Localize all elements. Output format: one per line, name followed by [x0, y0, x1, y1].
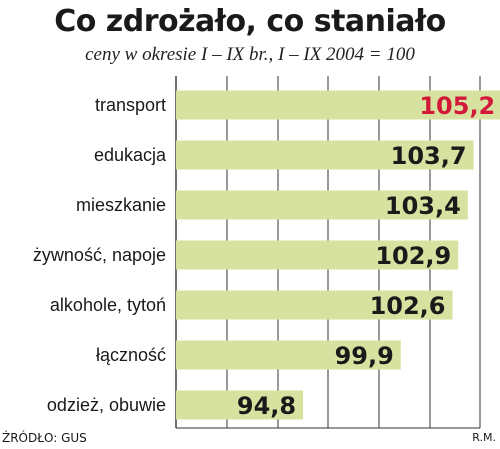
bar-alkohole-tytoń — [176, 290, 453, 320]
value-label: 103,4 — [385, 192, 461, 220]
category-label: alkohole, tytoń — [50, 295, 166, 315]
value-label: 102,9 — [375, 242, 451, 270]
value-label: 103,7 — [391, 142, 467, 170]
bar-odzież-obuwie — [176, 390, 304, 420]
category-label: mieszkanie — [76, 195, 166, 215]
chart-title: Co zdrożało, co staniało — [54, 4, 446, 39]
source-note: ŹRÓDŁO: GUS — [2, 431, 87, 445]
category-label: żywność, napoje — [33, 245, 166, 265]
category-labels: transport edukacja mieszkanie żywność, napo… — [33, 95, 167, 415]
value-labels: 105,2 103,7 103,4 102,9 102,6 99,9 94,8 — [237, 92, 495, 420]
value-label-highlight: 105,2 — [419, 92, 495, 120]
chart-subtitle: ceny w okresie I – IX br., I – IX 2004 =… — [85, 44, 415, 65]
value-label: 94,8 — [237, 392, 296, 420]
category-label: odzież, obuwie — [47, 395, 166, 415]
bar-edukacja — [176, 140, 474, 170]
bar-żywność-napoje — [176, 240, 459, 270]
category-label: łączność — [96, 345, 166, 365]
category-label: edukacja — [94, 145, 167, 165]
bar-łączność — [176, 340, 401, 370]
value-label: 102,6 — [370, 292, 446, 320]
category-label: transport — [95, 95, 166, 115]
author-credit: R.M. — [472, 431, 496, 444]
bars — [176, 90, 500, 420]
bar-transport — [176, 90, 500, 120]
bar-mieszkanie — [176, 190, 468, 220]
value-label: 99,9 — [335, 342, 394, 370]
